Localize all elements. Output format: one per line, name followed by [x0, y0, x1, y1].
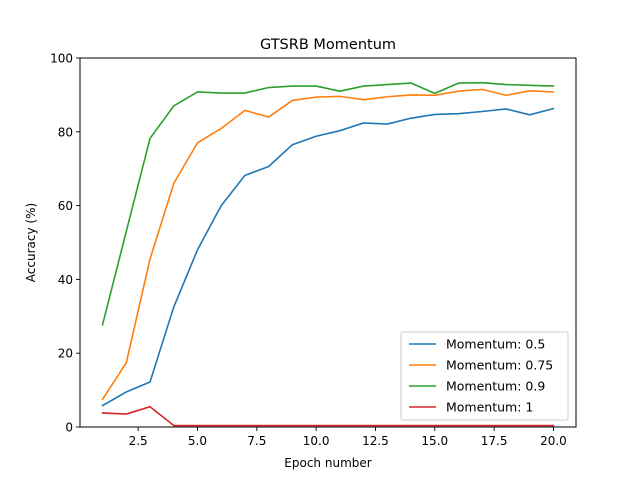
x-tick-label: 17.5	[481, 434, 508, 448]
legend-label-3: Momentum: 0.9	[446, 379, 545, 394]
x-tick-label: 15.0	[421, 434, 448, 448]
plot-frame	[79, 57, 577, 428]
y-tick-label: 0	[65, 421, 73, 435]
legend: Momentum: 0.5 Momentum: 0.75 Momentum: 0.9…	[400, 331, 569, 421]
x-tick-label: 20.0	[540, 434, 567, 448]
y-tick-label: 80	[58, 125, 73, 139]
series-line-1	[101, 107, 555, 407]
x-tick-label: 7.5	[247, 434, 266, 448]
x-axis-label: Epoch number	[284, 456, 371, 470]
x-tick-label: 2.5	[129, 434, 148, 448]
x-axis-ticks: 2.5 5.0 7.5 10.0 12.5 15.0 17.5 20.0	[129, 427, 567, 448]
series-line-2	[101, 88, 555, 401]
x-tick-label: 10.0	[303, 434, 330, 448]
legend-entries: Momentum: 0.5 Momentum: 0.75 Momentum: 0.9…	[409, 337, 553, 415]
legend-label-2: Momentum: 0.75	[446, 358, 553, 373]
series-layer	[101, 81, 555, 427]
y-tick-label: 20	[58, 347, 73, 361]
y-tick-label: 100	[50, 52, 73, 66]
y-tick-label: 60	[58, 199, 73, 213]
legend-label-1: Momentum: 0.5	[446, 337, 545, 352]
series-line-4	[101, 405, 555, 427]
chart-title: GTSRB Momentum	[260, 37, 396, 53]
x-tick-label: 5.0	[188, 434, 207, 448]
legend-box	[400, 331, 569, 421]
x-tick-label: 12.5	[362, 434, 389, 448]
y-axis-ticks: 0 20 40 60 80 100	[50, 52, 80, 435]
y-tick-label: 40	[58, 273, 73, 287]
y-axis-label: Accuracy (%)	[24, 203, 38, 282]
series-line-3	[101, 81, 555, 326]
legend-label-4: Momentum: 1	[446, 400, 533, 415]
